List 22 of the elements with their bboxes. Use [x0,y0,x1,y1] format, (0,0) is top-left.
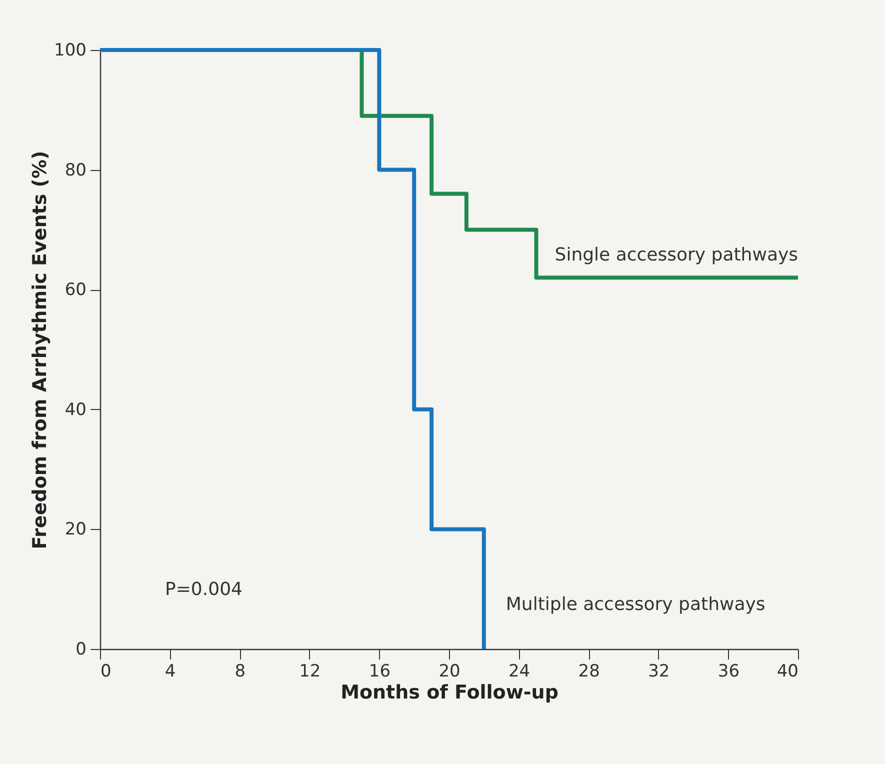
y-axis-title: Freedom from Arrhythmic Events (%) [29,150,52,550]
x-tick-label: 36 [718,662,740,682]
y-tick-label: 20 [64,520,86,540]
x-tick-label: 0 [100,662,112,682]
annotation: P=0.004 [165,579,242,600]
x-tick-label: 12 [299,662,321,682]
y-tick-label: 0 [76,640,86,660]
y-tick-label: 60 [64,280,86,300]
y-tick-label: 40 [64,400,86,420]
series-label: Multiple accessory pathways [506,594,766,615]
y-tick-label: 80 [64,160,86,180]
series-label: Single accessory pathways [554,244,798,266]
x-tick-label: 32 [648,662,670,682]
x-axis-title: Months of Follow-up [340,682,558,704]
x-tick-label: 4 [164,662,176,682]
x-tick-label: 16 [368,662,391,682]
x-tick-label: 8 [234,662,246,682]
y-tick-label: 100 [54,40,86,60]
x-tick-label: 20 [438,662,460,682]
x-tick-label: 40 [776,662,798,682]
x-tick-label: 28 [578,662,600,682]
x-tick-label: 24 [508,662,530,682]
